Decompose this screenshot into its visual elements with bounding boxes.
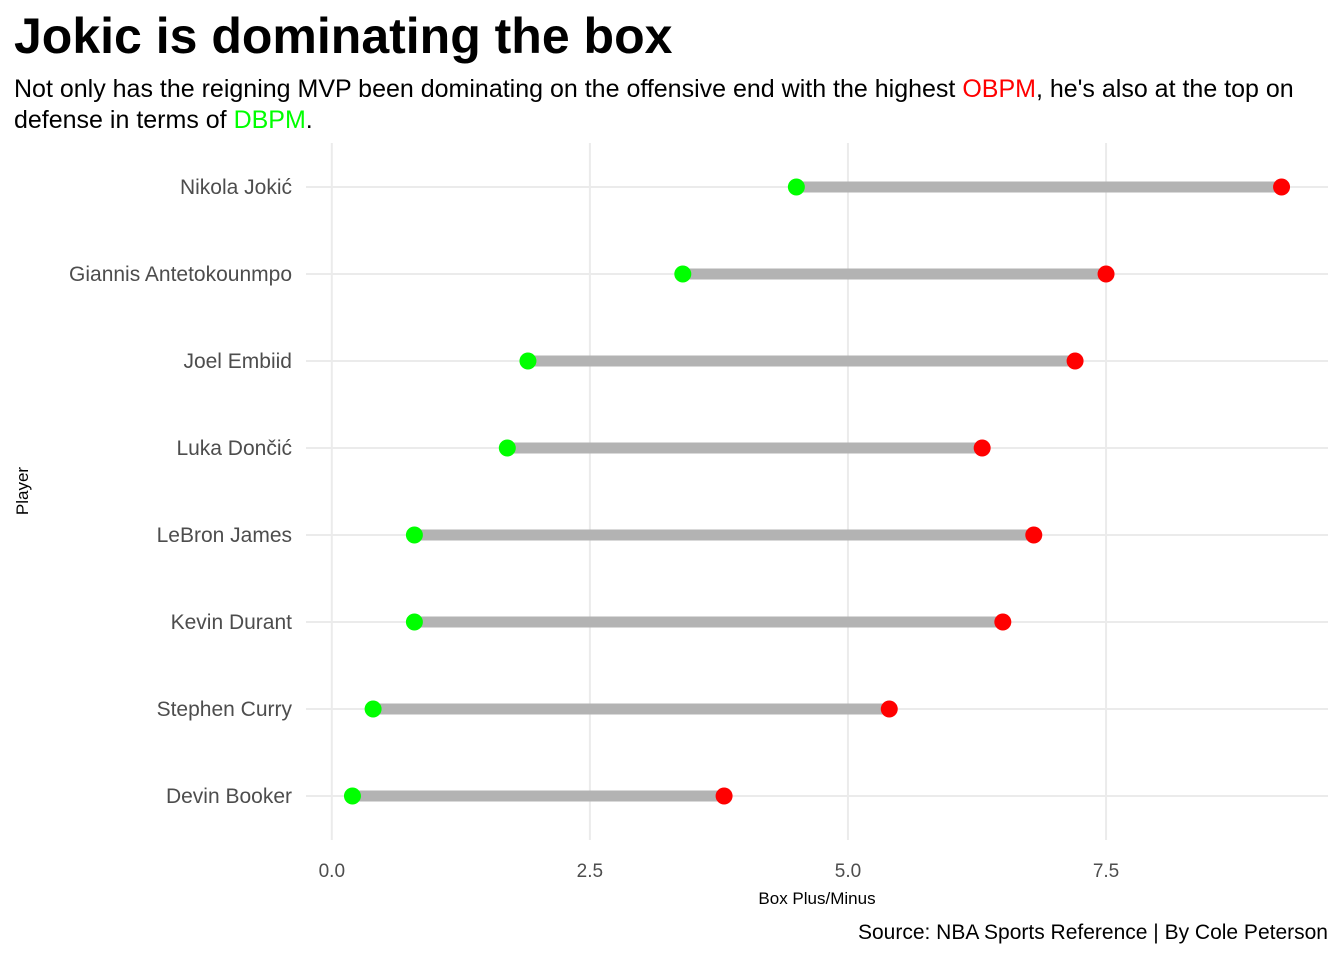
y-tick-label: Stephen Curry (157, 698, 293, 721)
obpm-point (1066, 352, 1084, 370)
obpm-point (715, 787, 733, 805)
x-tick-label: 0.0 (319, 861, 345, 882)
obpm-point (1273, 178, 1291, 196)
y-tick-label: Nikola Jokić (180, 176, 292, 199)
subtitle-obpm-highlight: OBPM (962, 75, 1036, 103)
obpm-point (1097, 265, 1115, 283)
obpm-point (973, 439, 991, 457)
dbpm-point (405, 613, 423, 631)
x-axis-ticks: 0.0 2.5 5.0 7.5 (319, 861, 1120, 882)
chart-subtitle: Not only has the reigning MVP been domin… (14, 74, 1324, 136)
chart-title: Jokic is dominating the box (14, 8, 673, 64)
dbpm-point (405, 526, 423, 544)
x-tick-label: 7.5 (1093, 861, 1119, 882)
subtitle-dbpm-highlight: DBPM (233, 106, 306, 134)
x-axis-title: Box Plus/Minus (758, 889, 875, 908)
obpm-point (880, 700, 898, 718)
y-tick-label: LeBron James (157, 524, 292, 547)
dbpm-point (498, 439, 516, 457)
y-tick-label: Joel Embiid (183, 350, 292, 373)
dbpm-point (519, 352, 537, 370)
subtitle-text-2: , he's also at the top on defense in ter… (14, 75, 1294, 134)
obpm-point (994, 613, 1012, 631)
dumbbell-points (343, 178, 1291, 805)
y-axis-title: Player (13, 467, 32, 516)
y-tick-label: Giannis Antetokounmpo (69, 263, 292, 286)
dumbbell-segments (352, 181, 1282, 802)
dbpm-point (674, 265, 692, 283)
subtitle-text-1: Not only has the reigning MVP been domin… (14, 75, 963, 103)
y-tick-label: Luka Dončić (176, 437, 292, 460)
dbpm-point (364, 700, 382, 718)
x-tick-label: 5.0 (835, 861, 861, 882)
y-axis-ticks: Nikola Jokić Giannis Antetokounmpo Joel Em… (69, 176, 292, 808)
subtitle-text-3: . (305, 106, 313, 134)
y-tick-label: Devin Booker (166, 785, 292, 808)
y-tick-label: Kevin Durant (171, 611, 293, 634)
chart-caption: Source: NBA Sports Reference | By Cole P… (857, 921, 1328, 944)
dbpm-point (787, 178, 805, 196)
obpm-point (1025, 526, 1043, 544)
x-tick-label: 2.5 (577, 861, 603, 882)
dbpm-point (343, 787, 361, 805)
grid-lines (306, 143, 1328, 840)
